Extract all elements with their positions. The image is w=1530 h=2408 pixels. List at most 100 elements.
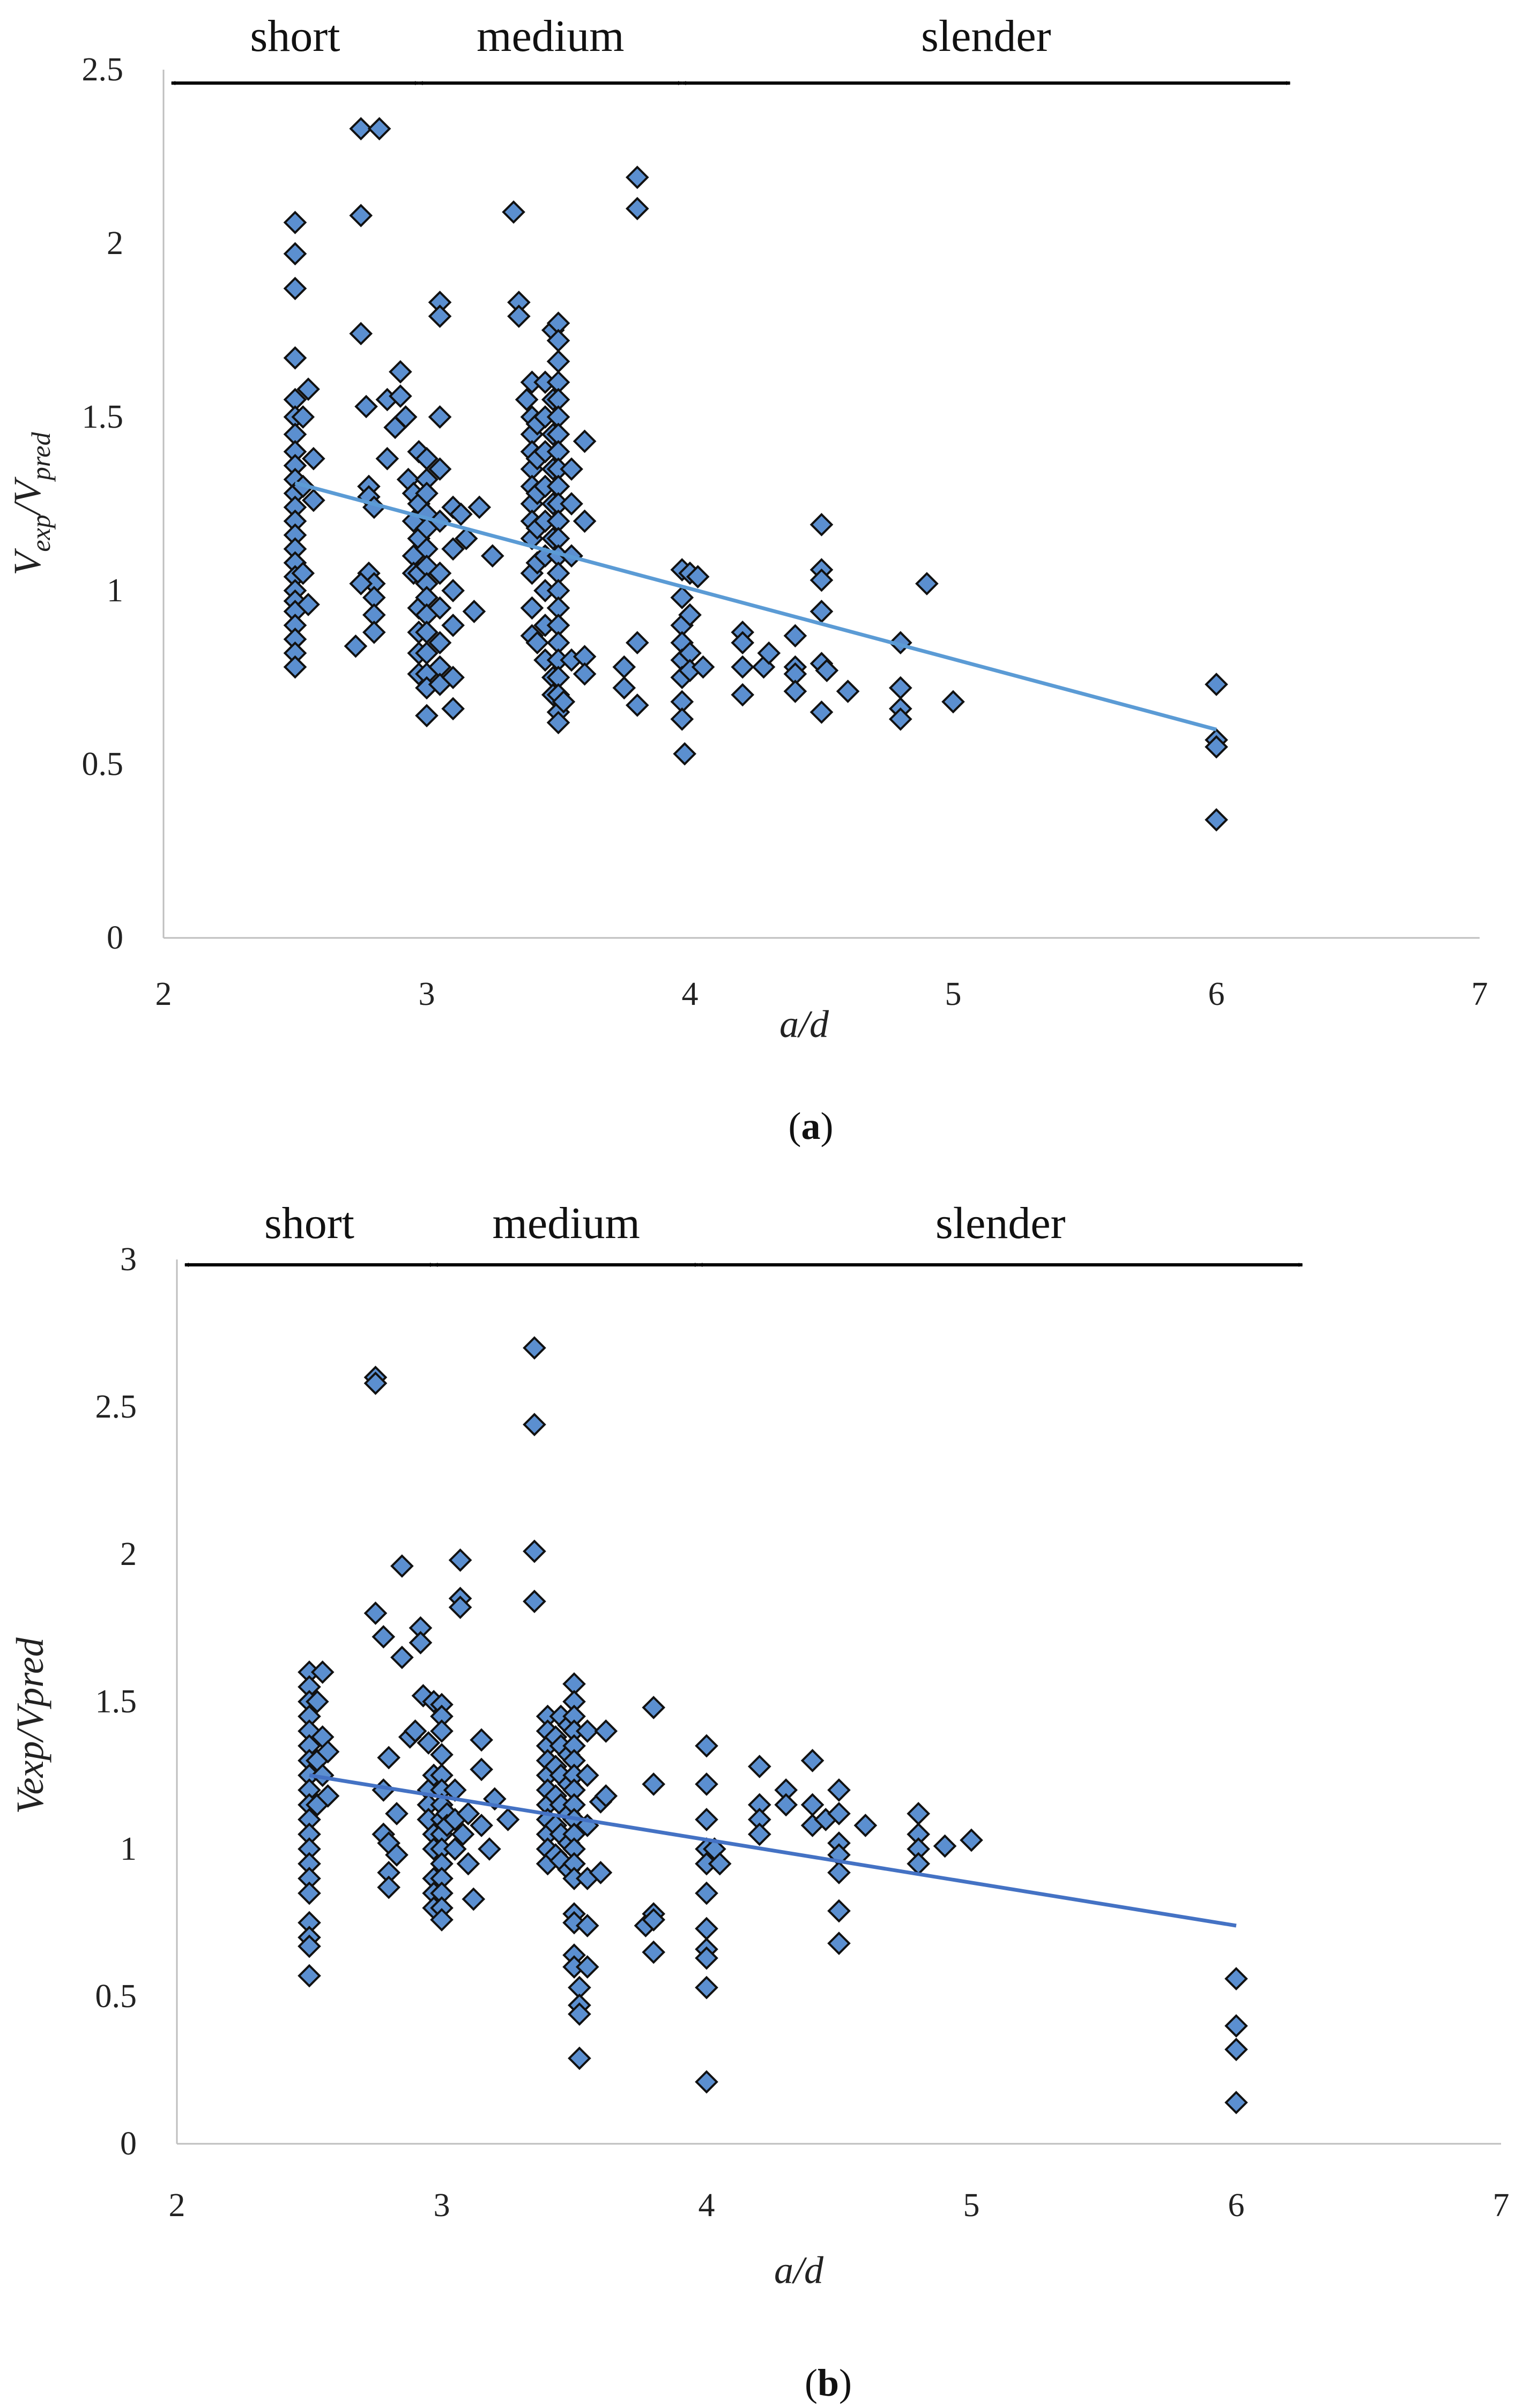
data-point (594, 1784, 618, 1808)
data-point (389, 384, 412, 408)
data-point (363, 1371, 388, 1395)
data-point (523, 1590, 546, 1613)
x-tick-label: 2 (155, 976, 172, 1012)
data-point (933, 1834, 957, 1858)
data-point (305, 1690, 329, 1713)
data-point (291, 405, 315, 429)
data-point (695, 1881, 718, 1905)
data-point (809, 568, 834, 592)
data-point (941, 690, 965, 714)
data-point (441, 697, 465, 721)
data-point (573, 429, 597, 453)
data-point (552, 690, 576, 714)
data-point (377, 1875, 401, 1899)
data-point (575, 1719, 599, 1743)
data-point (853, 1814, 878, 1837)
data-point (462, 1887, 486, 1911)
data-point (428, 561, 452, 585)
data-point (731, 683, 755, 707)
region-label-short: short (264, 1198, 354, 1248)
data-point (428, 304, 452, 328)
data-point (525, 631, 549, 655)
x-tick-label: 3 (434, 2187, 450, 2224)
data-point (695, 1772, 718, 1796)
data-point (731, 631, 755, 655)
data-point (691, 655, 715, 679)
region-label-slender: slender (921, 11, 1051, 61)
data-point (385, 1843, 409, 1867)
data-point (827, 1861, 851, 1884)
data-point (430, 1719, 454, 1743)
data-point (642, 1696, 666, 1719)
data-point (695, 1975, 718, 2000)
x-tick-label: 7 (1493, 2187, 1510, 2224)
data-point (316, 1740, 340, 1764)
data-point (283, 346, 307, 370)
trend-line (294, 481, 1217, 732)
data-point (915, 572, 939, 595)
data-point (362, 620, 386, 644)
data-point (888, 676, 912, 700)
trend-line (309, 1773, 1237, 1928)
data-point (448, 1548, 472, 1572)
data-point (695, 1917, 718, 1941)
data-point (456, 1852, 480, 1876)
data-point (298, 1964, 321, 1988)
data-point (827, 1778, 851, 1802)
data-point (708, 1852, 732, 1876)
data-point (449, 502, 473, 526)
data-point (573, 662, 597, 686)
data-point (809, 513, 834, 536)
data-point (520, 596, 544, 620)
data-point (589, 1861, 613, 1884)
x-tick-label: 5 (963, 2187, 980, 2224)
data-point (960, 1828, 983, 1852)
data-point (695, 2070, 718, 2094)
data-point (1224, 2014, 1248, 2038)
data-point (1205, 808, 1228, 832)
x-axis-label: a/d (774, 2249, 824, 2292)
data-point (827, 1899, 851, 1923)
data-point (783, 624, 807, 648)
data-point (731, 655, 755, 679)
data-point (523, 1539, 546, 1563)
data-point (673, 742, 697, 766)
data-point (815, 659, 839, 682)
data-point (296, 593, 320, 616)
x-tick-label: 5 (945, 976, 962, 1012)
data-point (747, 1822, 771, 1846)
region-label-short: short (250, 11, 340, 61)
data-point (372, 1625, 396, 1649)
x-tick-label: 2 (169, 2187, 185, 2224)
data-point (480, 544, 504, 568)
data-point (560, 457, 583, 481)
data-point (575, 1914, 599, 1937)
data-point (462, 600, 486, 623)
data-point (441, 666, 465, 689)
x-tick-label: 7 (1472, 976, 1488, 1012)
y-tick-label: 1.5 (95, 1683, 137, 1720)
data-point (575, 1763, 599, 1787)
data-point (310, 1763, 335, 1787)
data-point (377, 1746, 401, 1770)
data-point (428, 596, 452, 620)
y-tick-label: 2.5 (95, 1389, 137, 1425)
data-point (441, 579, 465, 602)
data-point (695, 1808, 718, 1831)
data-point (809, 700, 834, 724)
chart-a: 0 0.5 1 1.5 2 2.5 2 3 4 5 6 7 a/d Vexp/Vpred short medi… (6, 11, 1488, 1147)
data-point (470, 1757, 493, 1781)
data-point (496, 1808, 520, 1831)
data-point (836, 680, 860, 703)
data-point (1224, 2038, 1248, 2061)
data-point (625, 197, 649, 221)
data-point (546, 711, 570, 735)
data-point (428, 457, 452, 481)
data-point (800, 1749, 825, 1772)
y-tick-label: 0 (120, 2126, 137, 2162)
data-point (907, 1802, 931, 1825)
y-tick-label: 1.5 (82, 399, 124, 435)
x-tick-label: 6 (1228, 2187, 1245, 2224)
data-point (454, 526, 478, 550)
data-point (686, 565, 710, 588)
